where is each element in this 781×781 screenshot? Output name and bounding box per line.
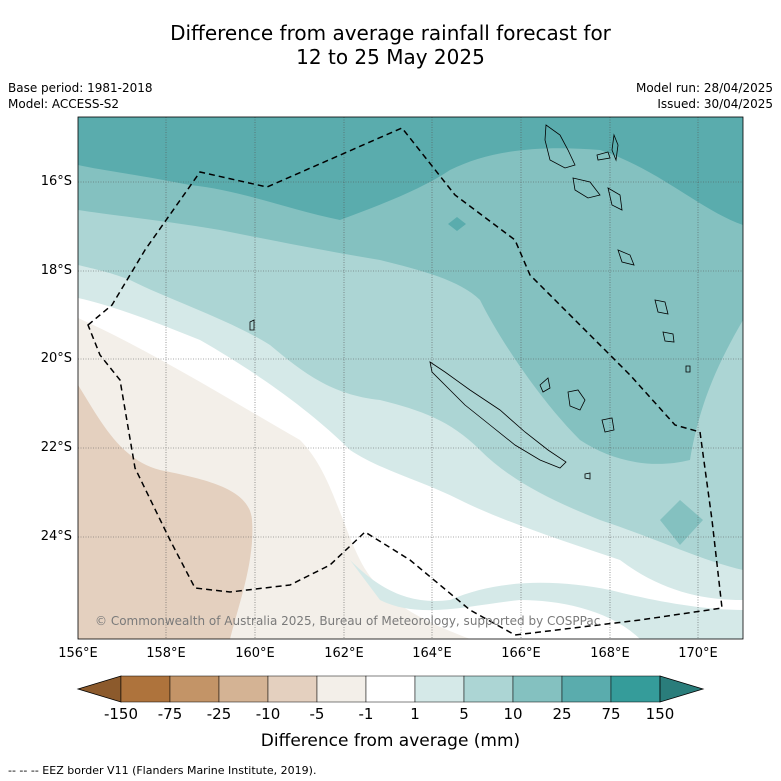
colorbar-label: -1 — [358, 705, 374, 723]
colorbar-label: -150 — [103, 705, 139, 723]
new-caledonia-island — [429, 361, 567, 469]
lon-label-156e: 156°E — [58, 646, 98, 661]
rainfall-anomaly-field — [78, 117, 743, 639]
copyright-notice: © Commonwealth of Australia 2025, Bureau… — [95, 614, 601, 628]
colorbar-label: -75 — [157, 705, 183, 723]
lon-label-158e: 158°E — [146, 646, 186, 661]
eez-border — [87, 127, 723, 636]
base-period: Base period: 1981-2018 — [8, 81, 153, 95]
colorbar-label: 10 — [503, 705, 523, 723]
model-run: Model run: 28/04/2025 — [635, 81, 773, 95]
lon-label-168e: 168°E — [590, 646, 630, 661]
colorbar-label: 150 — [645, 705, 675, 723]
lon-label-170e: 170°E — [678, 646, 718, 661]
lat-label-16s: 16°S — [40, 174, 72, 189]
lon-label-166e: 166°E — [501, 646, 541, 661]
lat-label-22s: 22°S — [40, 440, 72, 455]
map-title-line1: Difference from average rainfall forecas… — [170, 21, 611, 45]
colorbar — [76, 675, 705, 703]
lon-label-160e: 160°E — [235, 646, 275, 661]
graticule — [78, 117, 743, 639]
vanuatu-islands — [249, 124, 691, 373]
colorbar-label: -10 — [255, 705, 281, 723]
colorbar-title: Difference from average (mm) — [260, 731, 521, 751]
issued-date: Issued: 30/04/2025 — [657, 97, 773, 111]
lon-label-164e: 164°E — [412, 646, 452, 661]
colorbar-label: -25 — [206, 705, 232, 723]
colorbar-label: 25 — [552, 705, 572, 723]
eez-legend-note: -- -- -- EEZ border V11 (Flanders Marine… — [8, 764, 317, 777]
model-name: Model: ACCESS-S2 — [8, 97, 120, 111]
map-title-line2: 12 to 25 May 2025 — [296, 45, 485, 69]
colorbar-label: -5 — [309, 705, 325, 723]
colorbar-label: 75 — [601, 705, 621, 723]
lat-label-24s: 24°S — [40, 529, 72, 544]
colorbar-label: 1 — [410, 705, 420, 723]
colorbar-label: 5 — [459, 705, 469, 723]
lat-label-18s: 18°S — [40, 263, 72, 278]
lon-label-162e: 162°E — [324, 646, 364, 661]
lat-label-20s: 20°S — [40, 351, 72, 366]
